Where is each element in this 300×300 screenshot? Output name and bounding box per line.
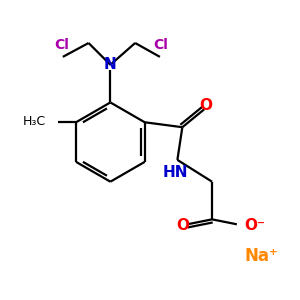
Text: N: N [104, 57, 117, 72]
Text: O: O [176, 218, 189, 233]
Text: O⁻: O⁻ [244, 218, 265, 233]
Text: Na⁺: Na⁺ [245, 247, 278, 265]
Text: HN: HN [163, 165, 188, 180]
Text: H₃C: H₃C [23, 115, 46, 128]
Text: O: O [200, 98, 213, 113]
Text: Cl: Cl [54, 38, 69, 52]
Text: Cl: Cl [154, 38, 168, 52]
